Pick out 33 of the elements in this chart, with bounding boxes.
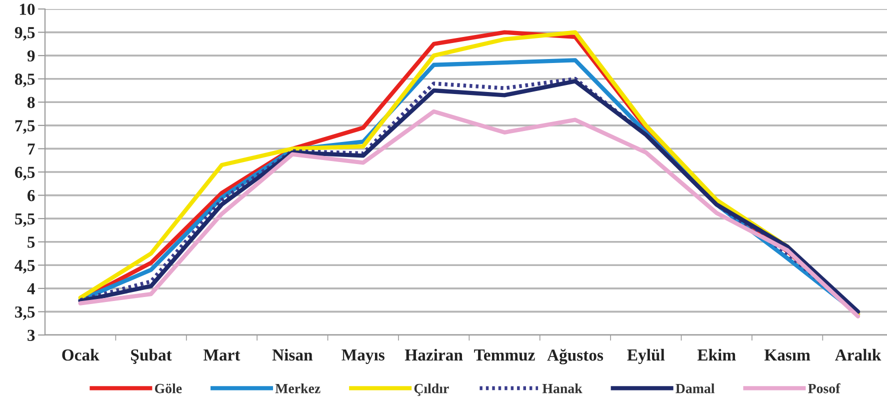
x-tick-label: Ocak [62,348,100,361]
x-tick-label: Temmuz [474,350,535,361]
x-tick-label: Ekim [697,348,736,360]
legend-label: Göle [154,383,182,394]
y-tick-label: 7 [28,144,35,154]
y-tick-label: 4,5 [14,260,35,274]
x-tick-label: Şubat [131,348,172,364]
x-tick-label: Nisan [272,348,313,361]
y-tick-label: 7,5 [15,120,35,134]
y-tick-label: 8,5 [15,74,35,88]
y-tick-label: 3 [28,330,35,341]
x-tick-label: Mart [204,350,240,361]
legend-label: Çıldır [414,383,449,396]
legend-label: Damal [676,383,715,394]
x-tick-label: Aralık [835,348,882,361]
y-tick-label: 6 [28,190,35,202]
x-tick-label: Kasım [764,350,810,361]
legend-label: Posof [808,383,840,394]
x-tick-label: Mayıs [342,349,384,364]
y-tick-label: 9 [27,50,35,62]
y-tick-label: 8 [28,96,35,108]
legend-label: Hanak [542,383,582,394]
y-tick-label: 9,5 [14,27,35,41]
legend-label: Merkez [275,383,320,394]
y-tick-label: 10 [20,4,35,15]
x-tick-label: Eylül [627,348,665,364]
y-tick-label: 5,5 [15,213,35,227]
y-tick-label: 4 [27,283,35,294]
x-tick-label: Haziran [404,348,463,361]
y-tick-label: 3,5 [15,306,35,320]
x-tick-label: Ağustos [547,348,604,364]
y-tick-label: 5 [28,236,35,248]
y-tick-label: 6,5 [15,166,35,180]
